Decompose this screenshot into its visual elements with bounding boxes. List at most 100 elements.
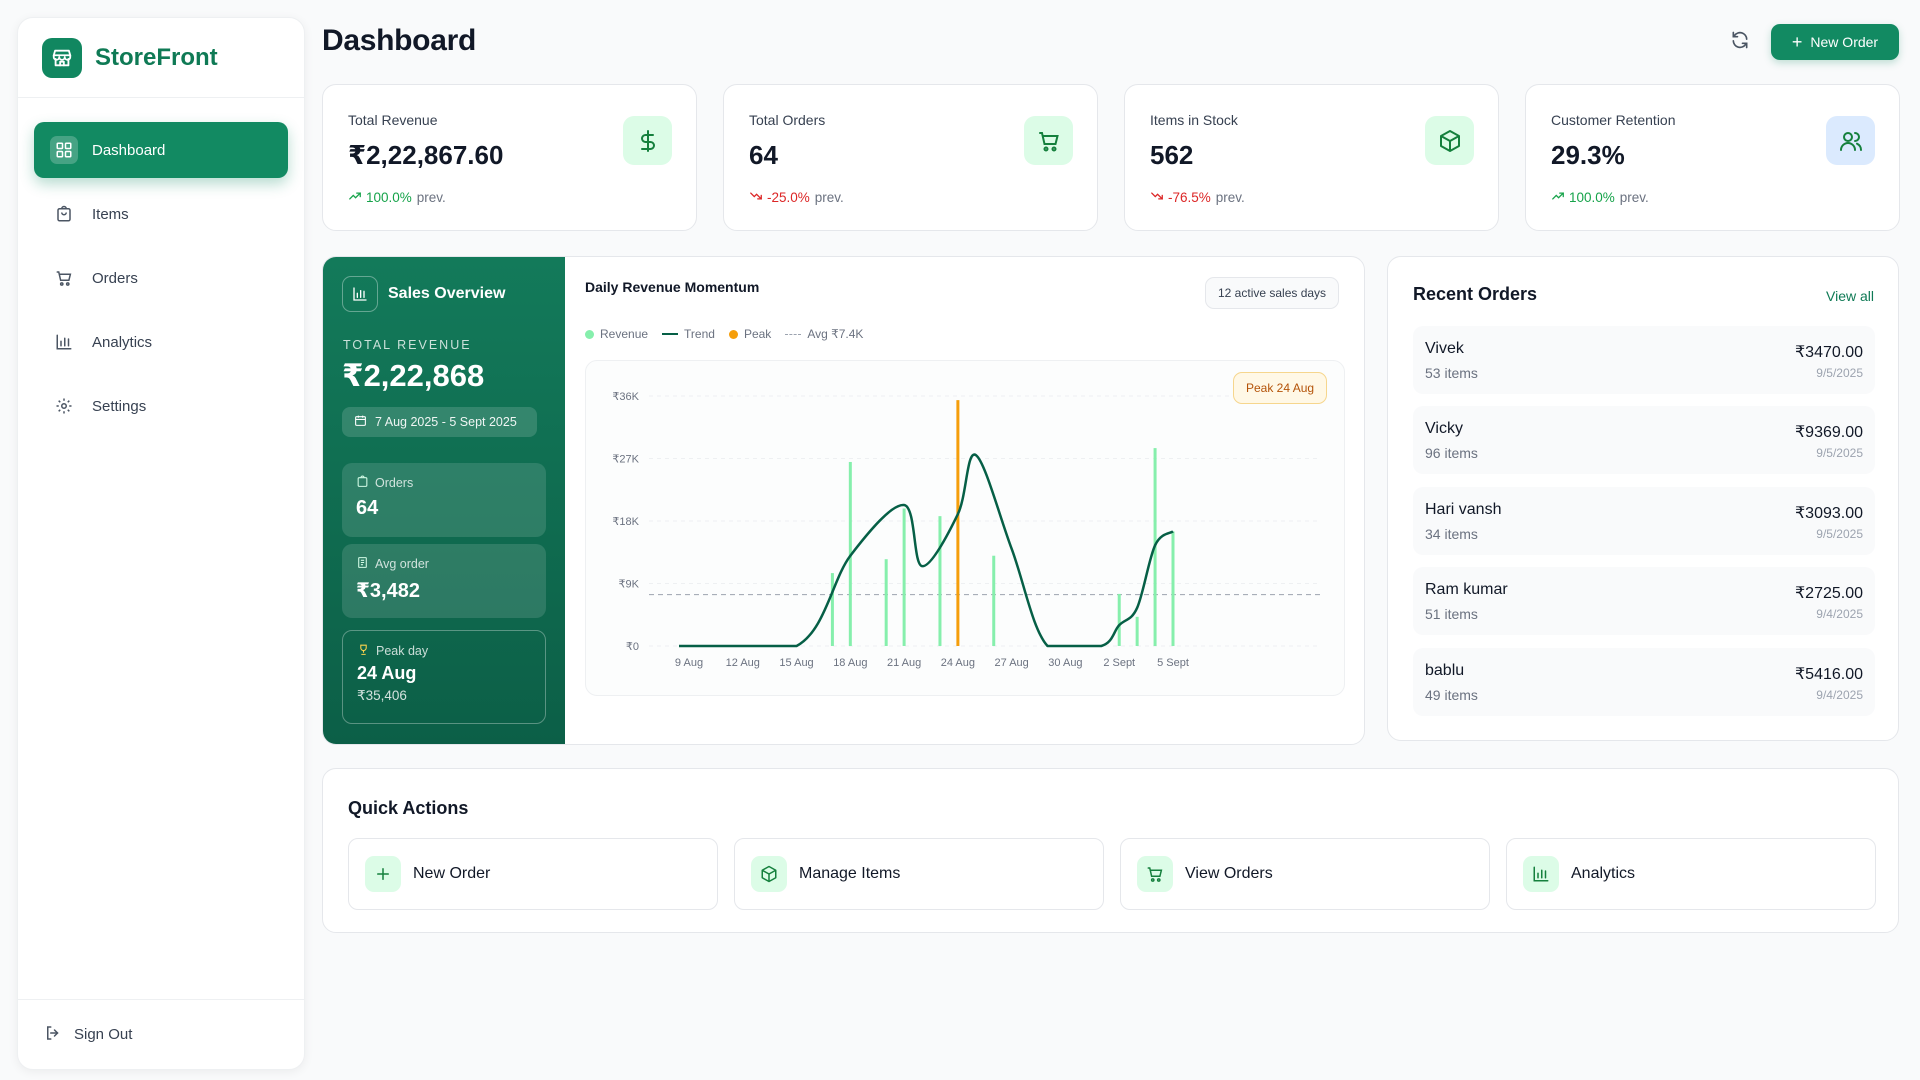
quick-action-label: View Orders — [1185, 865, 1273, 883]
sidebar-item-dashboard[interactable]: Dashboard — [34, 122, 288, 178]
quick-actions-title: Quick Actions — [348, 798, 468, 819]
stat-label: Items in Stock — [1150, 112, 1238, 128]
cart-icon — [50, 264, 78, 292]
trophy-icon — [357, 643, 370, 659]
order-customer: Vivek — [1425, 340, 1464, 358]
quick-action-manage-items[interactable]: Manage Items — [734, 838, 1104, 910]
sidebar-item-label: Items — [92, 206, 129, 223]
order-items: 49 items — [1425, 687, 1478, 703]
sign-out-button[interactable]: Sign Out — [18, 999, 304, 1069]
revenue-bar — [885, 559, 888, 646]
plus-icon — [365, 856, 401, 892]
bar-chart-icon — [1523, 856, 1559, 892]
calendar-icon — [354, 414, 367, 430]
stat-change-value: -76.5% — [1168, 190, 1211, 205]
sidebar-item-items[interactable]: Items — [34, 186, 288, 242]
refresh-button[interactable] — [1726, 28, 1754, 56]
sidebar-item-analytics[interactable]: Analytics — [34, 314, 288, 370]
order-row[interactable]: bablu 49 items ₹5416.00 9/4/2025 — [1413, 648, 1875, 716]
stat-value: 29.3% — [1551, 140, 1625, 171]
legend-label: Peak — [744, 327, 771, 341]
revenue-chart: ₹0 ₹9K ₹18K ₹27K ₹36K 9 Aug 12 Aug 15 Aug 18 Aug… — [585, 360, 1345, 696]
x-tick-label: 9 Aug — [675, 657, 703, 669]
order-amount: ₹5416.00 — [1795, 664, 1863, 684]
order-customer: Vicky — [1425, 420, 1463, 438]
stat-label: Customer Retention — [1551, 112, 1676, 128]
quick-action-label: Manage Items — [799, 865, 900, 883]
date-range-pill[interactable]: 7 Aug 2025 - 5 Sept 2025 — [342, 407, 537, 437]
x-tick-label: 2 Sept — [1103, 657, 1135, 669]
stat-card-customer-retention: Customer Retention 29.3% 100.0% prev. — [1525, 84, 1900, 231]
shopping-bag-icon — [50, 200, 78, 228]
recent-orders-panel: Recent Orders View all Vivek 53 items ₹3… — [1387, 256, 1899, 741]
legend-swatch-avg — [785, 334, 801, 335]
sidebar: StoreFront Dashboard Items Orders Analyt… — [17, 17, 305, 1070]
legend-swatch-trend — [662, 333, 678, 335]
order-row[interactable]: Vivek 53 items ₹3470.00 9/5/2025 — [1413, 326, 1875, 394]
orders-summary-value: 64 — [356, 497, 532, 520]
order-items: 53 items — [1425, 365, 1478, 381]
sidebar-item-label: Settings — [92, 398, 146, 415]
stat-change-value: 100.0% — [1569, 190, 1615, 205]
order-row[interactable]: Ram kumar 51 items ₹2725.00 9/4/2025 — [1413, 567, 1875, 635]
legend-swatch-peak — [729, 330, 738, 339]
store-icon — [42, 38, 82, 78]
new-order-label: New Order — [1810, 34, 1878, 50]
legend-label: Avg ₹7.4K — [807, 327, 863, 341]
order-date: 9/4/2025 — [1816, 688, 1863, 702]
peak-day-card: Peak day 24 Aug ₹35,406 — [342, 630, 546, 724]
brand-name: StoreFront — [95, 44, 218, 72]
peak-day-revenue: ₹35,406 — [357, 688, 531, 704]
order-row[interactable]: Vicky 96 items ₹9369.00 9/5/2025 — [1413, 406, 1875, 474]
legend-peak: Peak — [729, 327, 771, 341]
y-tick-label: ₹36K — [612, 391, 639, 403]
users-icon — [1826, 116, 1875, 165]
stat-card-items-in-stock: Items in Stock 562 -76.5% prev. — [1124, 84, 1499, 231]
orders-summary-label: Orders — [375, 476, 413, 490]
cart-icon — [1137, 856, 1173, 892]
stat-change-suffix: prev. — [1216, 190, 1245, 205]
order-customer: bablu — [1425, 662, 1464, 680]
receipt-icon — [356, 556, 369, 572]
order-date: 9/5/2025 — [1816, 366, 1863, 380]
quick-action-view-orders[interactable]: View Orders — [1120, 838, 1490, 910]
sidebar-item-settings[interactable]: Settings — [34, 378, 288, 434]
trend-up-icon — [348, 189, 362, 206]
order-row[interactable]: Hari vansh 34 items ₹3093.00 9/5/2025 — [1413, 487, 1875, 555]
x-tick-label: 30 Aug — [1048, 657, 1082, 669]
brand[interactable]: StoreFront — [18, 18, 304, 98]
peak-bar — [956, 400, 959, 646]
revenue-bar — [1172, 531, 1175, 646]
peak-day-label: Peak day — [376, 644, 428, 658]
sidebar-nav: Dashboard Items Orders Analytics Setting… — [18, 98, 304, 434]
order-date: 9/5/2025 — [1816, 527, 1863, 541]
orders-summary-card: Orders 64 — [342, 463, 546, 537]
quick-action-analytics[interactable]: Analytics — [1506, 838, 1876, 910]
order-items: 51 items — [1425, 606, 1478, 622]
page-title: Dashboard — [322, 24, 476, 58]
order-amount: ₹9369.00 — [1795, 422, 1863, 442]
bar-chart-icon — [342, 276, 378, 312]
box-icon — [751, 856, 787, 892]
y-tick-label: ₹27K — [612, 454, 639, 466]
trend-down-icon — [1150, 189, 1164, 206]
y-tick-label: ₹18K — [612, 516, 639, 528]
x-tick-label: 21 Aug — [887, 657, 921, 669]
sidebar-item-orders[interactable]: Orders — [34, 250, 288, 306]
sidebar-item-label: Analytics — [92, 334, 152, 351]
stat-card-total-revenue: Total Revenue ₹2,22,867.60 100.0% prev. — [322, 84, 697, 231]
stat-change-suffix: prev. — [1620, 190, 1649, 205]
trend-line — [679, 455, 1173, 646]
stat-label: Total Revenue — [348, 112, 438, 128]
view-all-link[interactable]: View all — [1826, 288, 1874, 304]
cart-icon — [1024, 116, 1073, 165]
new-order-button[interactable]: + New Order — [1771, 24, 1899, 60]
quick-action-new-order[interactable]: New Order — [348, 838, 718, 910]
stat-change: -25.0% prev. — [749, 189, 844, 206]
legend-swatch-revenue — [585, 330, 594, 339]
revenue-bar — [903, 509, 906, 647]
stat-value: 64 — [749, 140, 778, 171]
legend-avg: Avg ₹7.4K — [785, 327, 863, 341]
order-items: 96 items — [1425, 445, 1478, 461]
order-amount: ₹3093.00 — [1795, 503, 1863, 523]
